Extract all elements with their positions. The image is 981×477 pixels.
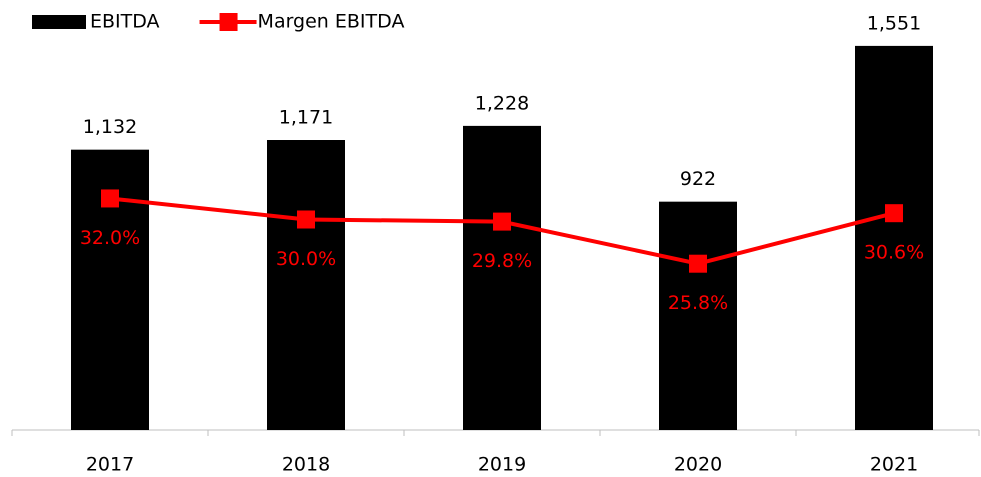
legend-label: EBITDA xyxy=(90,11,160,33)
x-tick-label: 2019 xyxy=(478,454,526,476)
legend-marker xyxy=(219,13,238,31)
x-tick-label: 2017 xyxy=(86,454,134,476)
bar xyxy=(267,140,345,430)
line-label: 30.6% xyxy=(864,242,924,264)
line-label: 32.0% xyxy=(80,227,140,249)
line-marker xyxy=(689,254,707,273)
x-tick-label: 2021 xyxy=(870,454,918,476)
line-marker xyxy=(493,212,511,231)
bar-label: 1,171 xyxy=(279,107,333,129)
bar xyxy=(463,125,541,431)
line-label: 25.8% xyxy=(668,292,728,314)
legend-label: Margen EBITDA xyxy=(258,11,405,33)
bar-label: 1,551 xyxy=(867,12,921,34)
line-label: 29.8% xyxy=(472,250,532,272)
x-tick-label: 2020 xyxy=(674,454,722,476)
line-marker xyxy=(885,204,903,223)
x-tick-label: 2018 xyxy=(282,454,330,476)
bar-label: 922 xyxy=(680,168,716,190)
line-marker xyxy=(101,189,119,208)
bar-label: 1,228 xyxy=(475,92,529,114)
line-marker xyxy=(297,210,315,229)
legend-swatch xyxy=(32,15,86,29)
line-label: 30.0% xyxy=(276,248,336,270)
bar xyxy=(659,201,737,430)
bar xyxy=(855,45,933,430)
bar-label: 1,132 xyxy=(83,116,137,138)
